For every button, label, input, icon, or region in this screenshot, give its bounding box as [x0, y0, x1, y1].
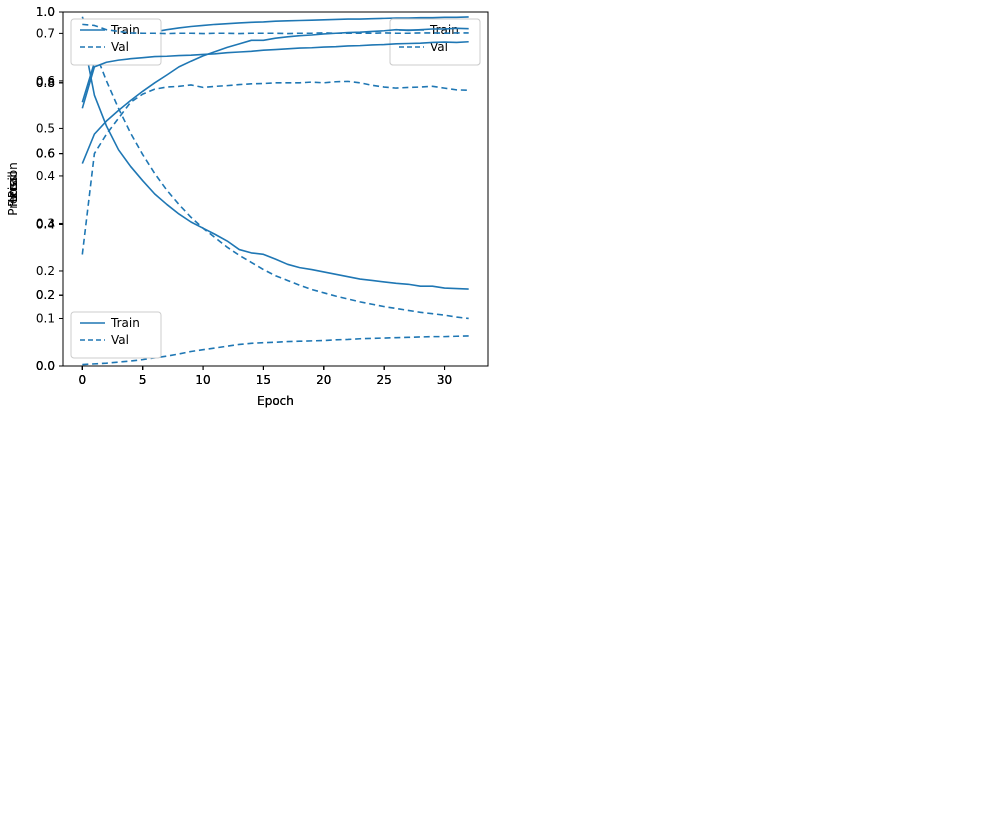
x-tick-label: 5: [139, 373, 147, 387]
x-tick-label: 10: [195, 373, 210, 387]
y-tick-label: 0.4: [36, 217, 55, 231]
val-line: [82, 23, 469, 35]
y-tick-label: 0.4: [36, 217, 55, 231]
x-tick-label: 5: [139, 373, 147, 387]
x-tick-label: 0: [78, 373, 86, 387]
y-tick-label: 0.4: [36, 169, 55, 183]
x-tick-label: 15: [256, 373, 271, 387]
x-tick-label: 30: [437, 373, 452, 387]
x-axis-label: Epoch: [257, 394, 294, 408]
x-tick-label: 30: [437, 373, 452, 387]
x-tick-label: 20: [316, 373, 331, 387]
y-tick-label: 0.6: [36, 147, 55, 161]
y-axis-label: Prc: [6, 180, 20, 198]
y-axis-label: Loss: [6, 176, 20, 202]
y-tick-label: 0.0: [36, 359, 55, 373]
y-tick-label: 0.8: [36, 76, 55, 90]
x-tick-label: 20: [316, 373, 331, 387]
x-tick-label: 5: [139, 373, 147, 387]
x-axis-label: Epoch: [257, 394, 294, 408]
val-line: [81, 16, 469, 320]
y-tick-label: 0.5: [36, 121, 55, 135]
y-tick-label: 1.0: [36, 5, 55, 19]
legend-val-label: Val: [111, 333, 129, 347]
x-tick-label: 0: [78, 373, 86, 387]
val-line: [82, 335, 469, 366]
x-tick-label: 5: [139, 373, 147, 387]
y-tick-label: 0.0: [36, 359, 55, 373]
y-tick-label: 0.8: [36, 76, 55, 90]
y-axis-label: Recall: [6, 171, 20, 207]
recall-chart: 0 5 10 15 20 25 30 0.0 0.2 0.4 0.6 0.8 1.0 Epoch Recal…: [0, 0, 500, 419]
x-tick-label: 25: [377, 373, 392, 387]
y-tick-label: 0.6: [36, 74, 55, 88]
x-tick-label: 30: [437, 373, 452, 387]
y-tick-label: 1.0: [36, 5, 55, 19]
val-line: [81, 80, 469, 255]
y-tick-label: 0.2: [36, 264, 55, 278]
y-tick-label: 0.4: [36, 217, 55, 231]
legend-val-label: Val: [430, 40, 448, 54]
y-tick-label: 0.6: [36, 147, 55, 161]
train-line: [81, 27, 469, 164]
y-tick-label: 0.8: [36, 76, 55, 90]
train-line: [81, 33, 469, 290]
x-axis-label: Epoch: [257, 394, 294, 408]
x-tick-label: 25: [377, 373, 392, 387]
x-tick-label: 0: [78, 373, 86, 387]
x-tick-label: 30: [437, 373, 452, 387]
x-axis-label: Epoch: [257, 394, 294, 408]
x-tick-label: 10: [195, 373, 210, 387]
x-tick-label: 10: [195, 373, 210, 387]
x-tick-label: 10: [195, 373, 210, 387]
x-tick-label: 25: [377, 373, 392, 387]
y-tick-label: 0.0: [36, 359, 55, 373]
y-tick-label: 1.0: [36, 5, 55, 19]
y-tick-label: 0.7: [36, 26, 55, 40]
y-tick-label: 0.3: [36, 216, 55, 230]
x-tick-label: 15: [256, 373, 271, 387]
y-tick-label: 0.2: [36, 288, 55, 302]
y-tick-label: 0.0: [36, 359, 55, 373]
y-axis-label: Precision: [6, 162, 20, 216]
y-tick-label: 0.1: [36, 311, 55, 325]
x-tick-label: 15: [256, 373, 271, 387]
x-tick-label: 20: [316, 373, 331, 387]
legend: Train Val: [70, 311, 162, 359]
x-tick-label: 0: [78, 373, 86, 387]
train-line: [81, 40, 469, 109]
y-tick-label: 0.6: [36, 147, 55, 161]
recall-plot: 0 5 10 15 20 25 300.00.20.40.60.81.0EpochRecal…: [6, 5, 489, 408]
legend-val-label: Val: [111, 40, 129, 54]
legend-train-label: Train: [110, 316, 140, 330]
y-tick-label: 0.2: [36, 288, 55, 302]
y-tick-label: 0.2: [36, 288, 55, 302]
x-tick-label: 15: [256, 373, 271, 387]
axes-frame: [62, 11, 489, 367]
x-tick-label: 25: [377, 373, 392, 387]
x-tick-label: 20: [316, 373, 331, 387]
